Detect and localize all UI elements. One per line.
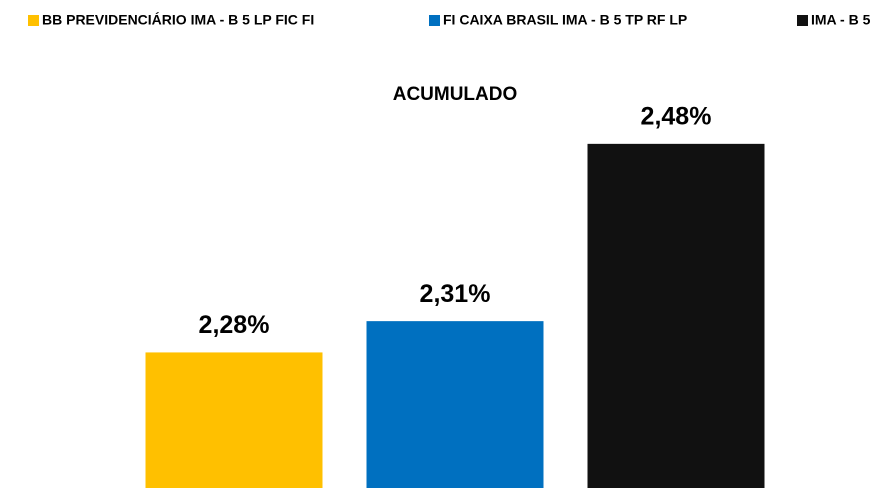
value-label: 2,31% xyxy=(420,280,491,308)
legend-label: BB PREVIDENCIÁRIO IMA - B 5 LP FIC FI xyxy=(42,12,314,28)
legend-swatch xyxy=(28,15,39,26)
legend-swatch xyxy=(797,15,808,26)
value-label: 2,48% xyxy=(641,102,712,130)
chart-title: ACUMULADO xyxy=(393,84,518,105)
legend-label: IMA - B 5 xyxy=(811,12,871,28)
bar xyxy=(366,321,544,488)
value-label: 2,28% xyxy=(199,311,270,339)
bar xyxy=(145,352,323,488)
bar xyxy=(587,143,765,488)
legend-swatch xyxy=(429,15,440,26)
legend-label: FI CAIXA BRASIL IMA - B 5 TP RF LP xyxy=(443,12,687,28)
